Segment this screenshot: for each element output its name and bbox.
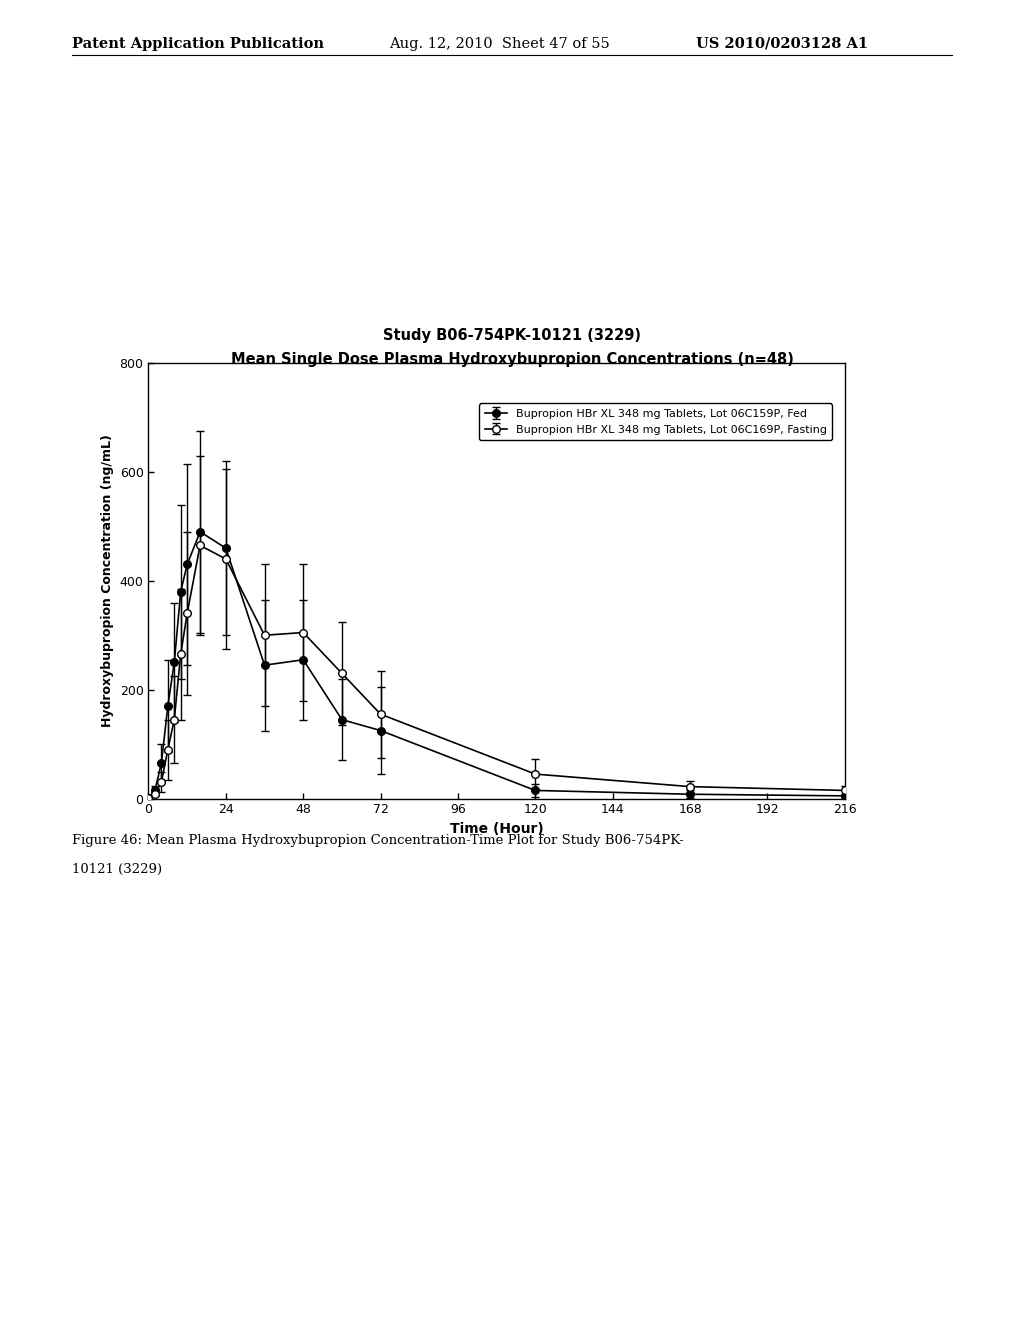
Text: 10121 (3229): 10121 (3229)	[72, 863, 162, 876]
Text: Figure 46: Mean Plasma Hydroxybupropion Concentration-Time Plot for Study B06-75: Figure 46: Mean Plasma Hydroxybupropion …	[72, 834, 684, 847]
X-axis label: Time (Hour): Time (Hour)	[450, 822, 544, 836]
Legend: Bupropion HBr XL 348 mg Tablets, Lot 06C159P, Fed, Bupropion HBr XL 348 mg Table: Bupropion HBr XL 348 mg Tablets, Lot 06C…	[479, 404, 833, 441]
Text: Aug. 12, 2010  Sheet 47 of 55: Aug. 12, 2010 Sheet 47 of 55	[389, 37, 610, 51]
Text: Mean Single Dose Plasma Hydroxybupropion Concentrations (n=48): Mean Single Dose Plasma Hydroxybupropion…	[230, 352, 794, 367]
Text: US 2010/0203128 A1: US 2010/0203128 A1	[696, 37, 868, 51]
Text: Patent Application Publication: Patent Application Publication	[72, 37, 324, 51]
Text: Study B06-754PK-10121 (3229): Study B06-754PK-10121 (3229)	[383, 329, 641, 343]
Y-axis label: Hydroxybupropion Concentration (ng/mL): Hydroxybupropion Concentration (ng/mL)	[101, 434, 114, 727]
